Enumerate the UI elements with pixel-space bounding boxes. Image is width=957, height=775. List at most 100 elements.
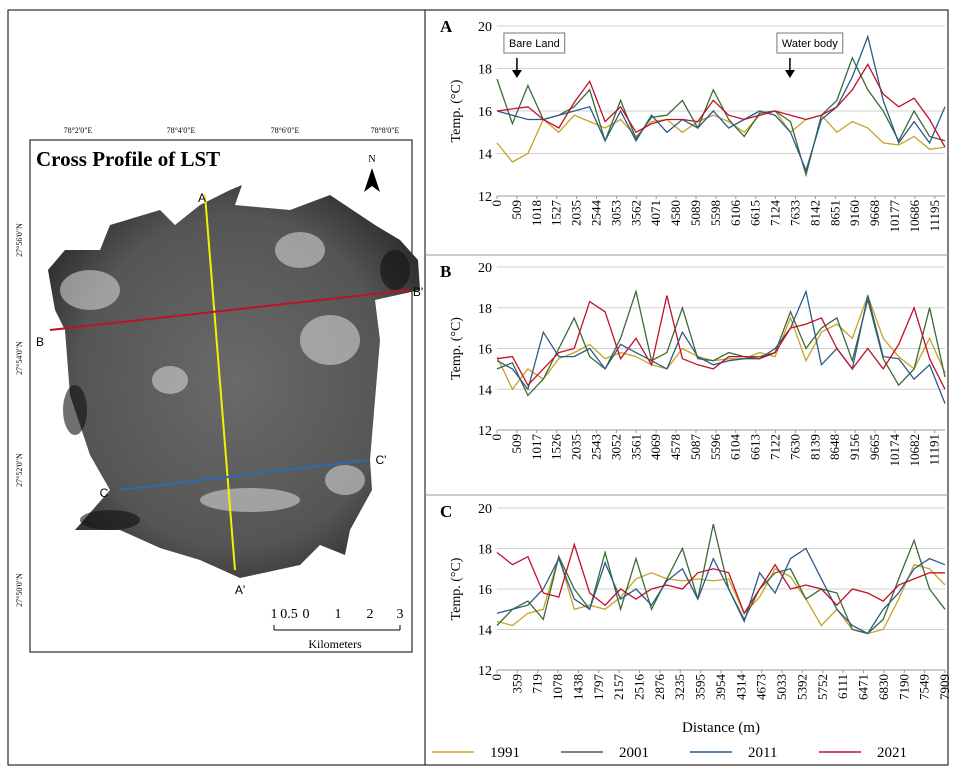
longitude-label: 78°4'0"E: [167, 126, 196, 135]
y-tick-label: 20: [478, 261, 492, 276]
line-series: [497, 296, 945, 390]
line-series: [497, 296, 945, 390]
x-tick-label: 359: [509, 674, 524, 694]
x-tick-label: 0: [489, 434, 504, 441]
x-tick-label: 2876: [652, 674, 667, 701]
profile-label: C': [376, 453, 387, 467]
y-tick-label: 14: [478, 624, 492, 639]
annotation-text: Water body: [782, 38, 838, 50]
y-axis-title: Temp. (°C): [449, 317, 464, 380]
x-tick-label: 1797: [591, 674, 606, 701]
x-tick-label: 4580: [668, 200, 683, 226]
x-tick-label: 9665: [867, 434, 882, 460]
x-tick-label: 10174: [887, 434, 902, 467]
x-tick-label: 7549: [917, 674, 932, 700]
figure: Cross Profile of LST N Kilometers 78°2'0…: [0, 0, 957, 770]
x-tick-label: 7633: [788, 200, 803, 226]
x-tick-label: 6104: [728, 434, 743, 461]
x-tick-label: 6830: [876, 674, 891, 700]
x-tick-label: 10177: [887, 200, 902, 233]
x-tick-label: 8651: [827, 200, 842, 226]
x-tick-label: 1017: [529, 434, 544, 461]
scale-label: 2: [367, 607, 374, 622]
x-tick-label: 8142: [807, 200, 822, 226]
x-tick-label: 7909: [937, 674, 952, 700]
x-tick-label: 11195: [927, 200, 942, 232]
latitude-label: 27°54'0"N: [15, 341, 24, 375]
scale-label: 0.5: [280, 607, 298, 622]
x-tick-label: 11191: [927, 434, 942, 466]
line-series: [497, 549, 945, 634]
latitude-label: 27°50'0"N: [15, 573, 24, 607]
x-tick-label: 8139: [807, 434, 822, 460]
legend-label: 2011: [748, 745, 777, 761]
x-tick-label: 719: [530, 674, 545, 694]
x-tick-label: 4578: [668, 434, 683, 460]
x-tick-label: 5392: [794, 674, 809, 700]
longitude-label: 78°6'0"E: [271, 126, 300, 135]
x-tick-label: 6106: [728, 200, 743, 227]
latitude-label: 27°56'0"N: [15, 223, 24, 257]
x-tick-label: 2035: [569, 200, 584, 226]
x-tick-label: 4071: [648, 200, 663, 226]
legend-label: 2001: [619, 745, 649, 761]
y-tick-label: 20: [478, 20, 492, 35]
y-tick-label: 14: [478, 148, 492, 163]
y-tick-label: 18: [478, 63, 492, 78]
y-tick-label: 16: [478, 583, 492, 598]
x-tick-label: 6471: [856, 674, 871, 700]
annotation-arrowhead: [512, 70, 522, 78]
x-tick-label: 5598: [708, 200, 723, 226]
y-axis-title: Temp. (°C): [449, 557, 464, 620]
profile-label: C: [100, 486, 109, 500]
map-title: Cross Profile of LST: [36, 147, 220, 171]
x-tick-label: 1438: [570, 674, 585, 700]
scale-label: 1: [335, 607, 342, 622]
x-tick-label: 4673: [754, 674, 769, 700]
profile-label: B': [413, 285, 423, 299]
x-tick-label: 5087: [688, 434, 703, 461]
longitude-label: 78°8'0"E: [371, 126, 400, 135]
x-tick-label: 3562: [628, 200, 643, 226]
x-tick-label: 0: [489, 200, 504, 207]
legend-label: 2021: [877, 745, 907, 761]
x-tick-label: 2543: [588, 434, 603, 460]
profile-label: A': [235, 583, 245, 597]
x-tick-label: 3052: [608, 434, 623, 460]
x-tick-label: 6111: [835, 674, 850, 699]
x-tick-label: 2035: [569, 434, 584, 460]
panel-label: A: [440, 17, 453, 36]
y-tick-label: 14: [478, 383, 492, 398]
x-tick-label: 10686: [907, 200, 922, 233]
profile-label: B: [36, 335, 44, 349]
y-tick-label: 16: [478, 343, 492, 358]
y-tick-label: 16: [478, 105, 492, 120]
x-tick-label: 1526: [549, 434, 564, 461]
x-tick-label: 2516: [632, 674, 647, 701]
panel-label: C: [440, 502, 452, 521]
x-tick-label: 8648: [827, 434, 842, 460]
x-tick-label: 0: [489, 674, 504, 681]
annotation-text: Bare Land: [509, 38, 560, 50]
x-tick-label: 7630: [787, 434, 802, 460]
profile-label: A: [198, 191, 206, 205]
x-tick-label: 5752: [815, 674, 830, 700]
north-label: N: [368, 154, 375, 165]
x-tick-label: 3235: [672, 674, 687, 700]
x-tick-label: 9668: [867, 200, 882, 226]
line-series: [497, 291, 945, 395]
x-tick-label: 5089: [688, 200, 703, 226]
x-tick-label: 4069: [648, 434, 663, 460]
x-tick-label: 3954: [713, 674, 728, 701]
scale-unit: Kilometers: [308, 637, 362, 651]
scale-label: 3: [397, 607, 404, 622]
x-tick-label: 9156: [847, 434, 862, 461]
x-tick-label: 2157: [611, 674, 626, 701]
x-tick-label: 1018: [529, 200, 544, 226]
x-tick-label: 5033: [774, 674, 789, 700]
x-axis-title: Distance (m): [682, 720, 760, 736]
x-tick-label: 7122: [768, 434, 783, 460]
x-tick-label: 1527: [549, 200, 564, 227]
y-axis-title: Temp. (°C): [449, 79, 464, 142]
longitude-label: 78°2'0"E: [64, 126, 93, 135]
